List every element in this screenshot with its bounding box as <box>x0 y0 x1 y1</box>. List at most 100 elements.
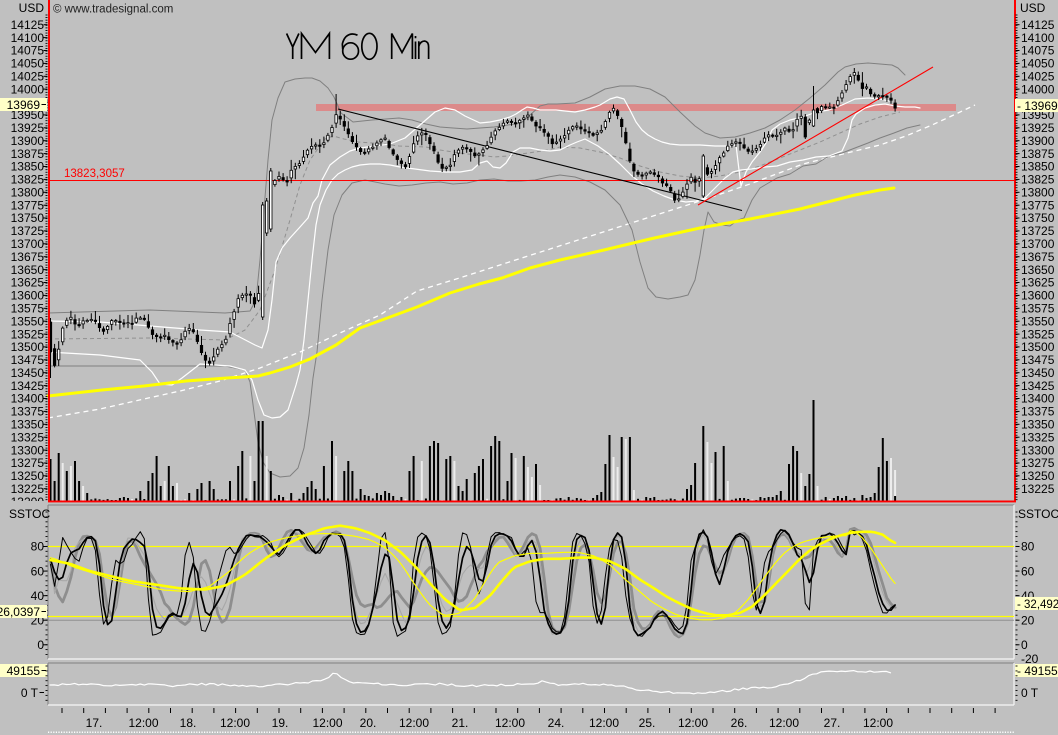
svg-text:13350: 13350 <box>1021 418 1055 432</box>
svg-text:13475: 13475 <box>11 353 45 367</box>
svg-text:14000: 14000 <box>1021 82 1055 96</box>
svg-text:13725: 13725 <box>1021 224 1055 238</box>
svg-text:13275: 13275 <box>11 456 45 470</box>
svg-text:13500: 13500 <box>1021 340 1055 354</box>
svg-text:49155: 49155 <box>7 664 41 678</box>
svg-text:13825: 13825 <box>11 173 45 187</box>
svg-text:13775: 13775 <box>1021 198 1055 212</box>
svg-text:12:00: 12:00 <box>399 716 429 730</box>
svg-text:13625: 13625 <box>1021 276 1055 290</box>
svg-text:12:00: 12:00 <box>863 716 893 730</box>
svg-text:13825: 13825 <box>1021 173 1055 187</box>
svg-text:13675: 13675 <box>1021 250 1055 264</box>
svg-text:13225: 13225 <box>1021 482 1055 496</box>
svg-text:13400: 13400 <box>1021 392 1055 406</box>
svg-text:13525: 13525 <box>11 327 45 341</box>
svg-text:13775: 13775 <box>11 198 45 212</box>
svg-text:13850: 13850 <box>11 160 45 174</box>
svg-text:13625: 13625 <box>11 276 45 290</box>
svg-text:13450: 13450 <box>1021 366 1055 380</box>
svg-text:13950: 13950 <box>11 108 45 122</box>
svg-text:12:00: 12:00 <box>220 716 250 730</box>
svg-text:13300: 13300 <box>1021 443 1055 457</box>
svg-text:13200: 13200 <box>11 495 45 509</box>
svg-text:13700: 13700 <box>11 237 45 251</box>
svg-text:21.: 21. <box>452 716 469 730</box>
svg-text:20: 20 <box>1021 613 1035 627</box>
svg-text:13600: 13600 <box>1021 289 1055 303</box>
svg-text:80: 80 <box>31 540 45 554</box>
svg-text:0: 0 <box>1021 638 1028 652</box>
svg-text:- 49155: - 49155 <box>1017 664 1058 678</box>
svg-text:80: 80 <box>1021 540 1035 554</box>
svg-text:13375: 13375 <box>11 405 45 419</box>
svg-text:13225: 13225 <box>11 482 45 496</box>
svg-text:12:00: 12:00 <box>128 716 158 730</box>
svg-text:13425: 13425 <box>11 379 45 393</box>
svg-text:13450: 13450 <box>11 366 45 380</box>
svg-text:25.: 25. <box>639 716 656 730</box>
svg-text:13300: 13300 <box>11 443 45 457</box>
svg-text:13800: 13800 <box>11 186 45 200</box>
svg-text:13900: 13900 <box>11 134 45 148</box>
svg-text:26,0397: 26,0397 <box>0 605 40 619</box>
svg-text:13750: 13750 <box>1021 211 1055 225</box>
svg-text:0: 0 <box>37 638 44 652</box>
svg-text:14025: 14025 <box>1021 70 1055 84</box>
svg-text:14000: 14000 <box>11 82 45 96</box>
svg-text:24.: 24. <box>548 716 565 730</box>
svg-text:-20: -20 <box>1021 652 1039 666</box>
svg-text:13600: 13600 <box>11 289 45 303</box>
svg-text:14100: 14100 <box>11 31 45 45</box>
svg-text:12:00: 12:00 <box>769 716 799 730</box>
svg-text:0 T: 0 T <box>21 686 39 700</box>
svg-text:13650: 13650 <box>1021 263 1055 277</box>
svg-text:14050: 14050 <box>11 57 45 71</box>
svg-text:13275: 13275 <box>1021 456 1055 470</box>
svg-text:13969: 13969 <box>7 98 41 112</box>
svg-text:© www.tradesignal.com: © www.tradesignal.com <box>53 4 173 16</box>
svg-text:12:00: 12:00 <box>495 716 525 730</box>
svg-text:13375: 13375 <box>1021 405 1055 419</box>
svg-text:13575: 13575 <box>11 302 45 316</box>
svg-text:13875: 13875 <box>11 147 45 161</box>
svg-text:13700: 13700 <box>1021 237 1055 251</box>
svg-text:13650: 13650 <box>11 263 45 277</box>
svg-text:SSTOC: SSTOC <box>1018 507 1058 521</box>
svg-text:14100: 14100 <box>1021 31 1055 45</box>
svg-text:13475: 13475 <box>1021 353 1055 367</box>
svg-text:14075: 14075 <box>11 44 45 58</box>
svg-text:14050: 14050 <box>1021 57 1055 71</box>
svg-text:60: 60 <box>1021 564 1035 578</box>
svg-text:13900: 13900 <box>1021 134 1055 148</box>
svg-text:- 13969: - 13969 <box>1017 99 1058 113</box>
svg-text:13675: 13675 <box>11 250 45 264</box>
svg-text:13850: 13850 <box>1021 160 1055 174</box>
svg-text:20.: 20. <box>360 716 377 730</box>
svg-text:60: 60 <box>31 564 45 578</box>
svg-text:13350: 13350 <box>11 418 45 432</box>
svg-text:14025: 14025 <box>11 70 45 84</box>
svg-text:13750: 13750 <box>11 211 45 225</box>
svg-text:12:00: 12:00 <box>589 716 619 730</box>
svg-text:40: 40 <box>31 589 45 603</box>
svg-text:18.: 18. <box>180 716 197 730</box>
svg-text:17.: 17. <box>86 716 103 730</box>
svg-text:13550: 13550 <box>11 314 45 328</box>
svg-text:- 32,4925: - 32,4925 <box>1017 599 1058 611</box>
svg-text:14125: 14125 <box>1021 18 1055 32</box>
svg-text:USD: USD <box>1020 1 1046 15</box>
svg-text:13925: 13925 <box>11 121 45 135</box>
svg-text:13325: 13325 <box>11 430 45 444</box>
svg-text:13725: 13725 <box>11 224 45 238</box>
svg-text:12:00: 12:00 <box>678 716 708 730</box>
svg-text:SSTOC: SSTOC <box>9 507 50 521</box>
svg-text:13425: 13425 <box>1021 379 1055 393</box>
svg-text:19.: 19. <box>272 716 289 730</box>
svg-text:14125: 14125 <box>11 18 45 32</box>
svg-text:13875: 13875 <box>1021 147 1055 161</box>
svg-text:12:00: 12:00 <box>312 716 342 730</box>
svg-text:USD: USD <box>19 1 45 15</box>
svg-text:13250: 13250 <box>1021 469 1055 483</box>
svg-text:13800: 13800 <box>1021 186 1055 200</box>
